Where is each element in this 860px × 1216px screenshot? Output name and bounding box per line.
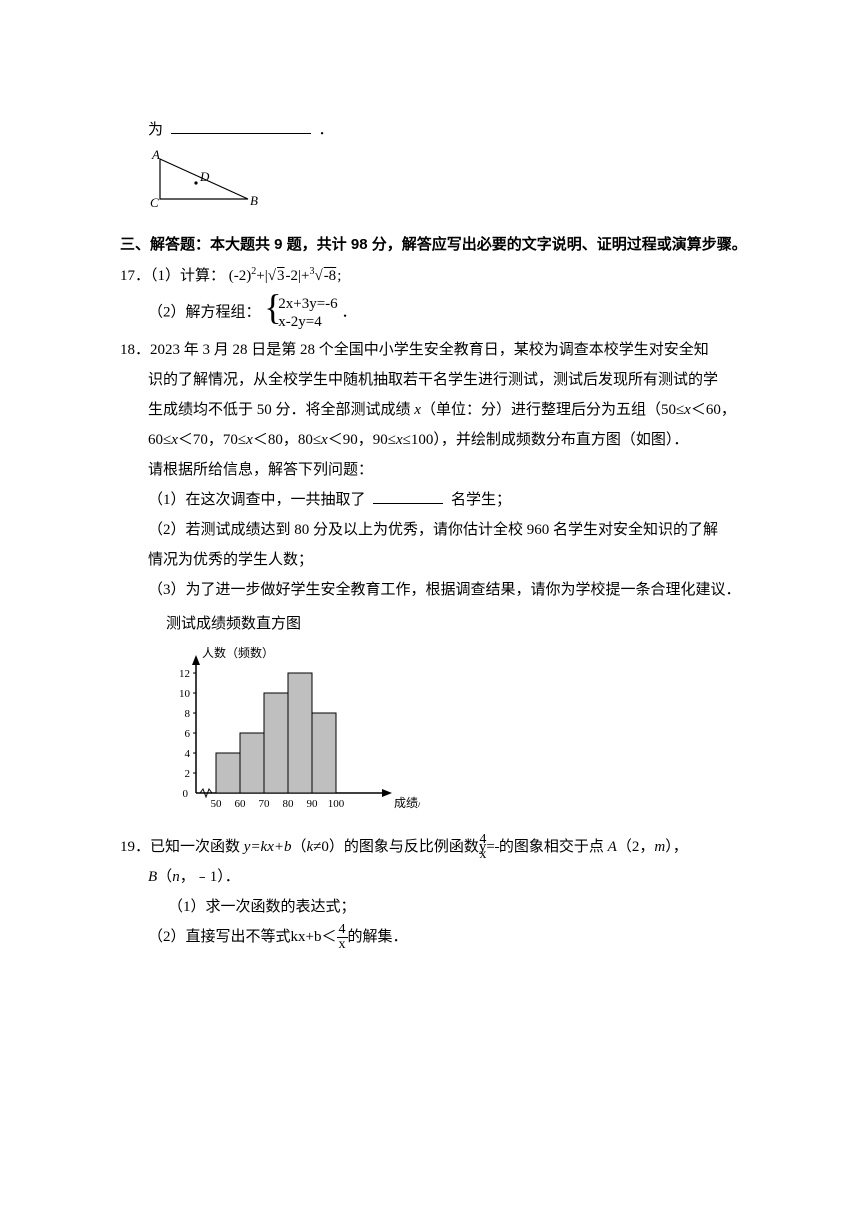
svg-text:A: A [151, 149, 160, 162]
svg-text:50: 50 [211, 798, 223, 810]
svg-text:4: 4 [185, 748, 191, 760]
svg-text:70: 70 [259, 798, 271, 810]
q19: 19．已知一次函数 y=kx+b（k≠0）的图象与反比例函数y=4x的图象相交于… [120, 832, 760, 952]
histogram: 测试成绩频数直方图 人数（频数） 0 2 4 6 8 10 12 50 60 70 80 90 100 成绩… [160, 609, 760, 824]
period: ． [341, 304, 356, 320]
q17: 17．（1）计算： (-2)2+|√3-2|+3√-8; （2）解方程组： 2x… [120, 261, 760, 331]
q18-sub2b: 情况为优秀的学生人数； [120, 545, 760, 575]
q19-p2: B（n，﹣1）． [120, 862, 760, 892]
q19-sub1: （1）求一次函数的表达式； [120, 892, 760, 922]
q18-sub1: （1）在这次调查中，一共抽取了 名学生； [120, 485, 760, 515]
svg-text:12: 12 [179, 668, 190, 680]
triangle-figure: A B C D [148, 149, 760, 222]
svg-text:成绩/分: 成绩/分 [394, 796, 420, 810]
sys-row-1: 2x+3y=-6 [278, 295, 337, 313]
svg-text:60: 60 [235, 798, 247, 810]
fragment-line: 为 ． [120, 115, 760, 145]
q18-p3: 生成绩均不低于 50 分．将全部测试成绩 x（单位：分）进行整理后分为五组（50… [120, 395, 760, 425]
q18-p5: 请根据所给信息，解答下列问题： [120, 455, 760, 485]
fraction: 4x [337, 923, 348, 952]
answer-blank[interactable] [373, 490, 443, 504]
q18-sub2a: （2）若测试成绩达到 80 分及以上为优秀，请你估计全校 960 名学生对安全知… [120, 515, 760, 545]
svg-text:B: B [250, 193, 258, 208]
triangle-svg: A B C D [148, 149, 268, 211]
q19-sub2: （2）直接写出不等式kx+b＜4x的解集． [120, 922, 760, 952]
section-heading: 三、解答题：本大题共 9 题，共计 98 分，解答应写出必要的文字说明、证明过程… [120, 228, 760, 261]
q18-p2: 识的了解情况，从全校学生中随机抽取若干名学生进行测试，测试后发现所有测试的学 [120, 365, 760, 395]
q17-line1: 17．（1）计算： (-2)2+|√3-2|+3√-8; [120, 261, 760, 291]
fragment-prefix: 为 [148, 122, 163, 138]
q18-p4: 60≤x＜70，70≤x＜80，80≤x＜90，90≤x≤100），并绘制成频数… [120, 425, 760, 455]
sys-row-2: x-2y=4 [278, 313, 337, 331]
q18-number: 18． [120, 342, 150, 358]
q19-p1: 19．已知一次函数 y=kx+b（k≠0）的图象与反比例函数y=4x的图象相交于… [120, 832, 760, 862]
q18-sub3: （3）为了进一步做好学生安全教育工作，根据调查结果，请你为学校提一条合理化建议． [120, 575, 760, 605]
q17-part2: （2）解方程组： 2x+3y=-6 x-2y=4 ． [120, 295, 760, 331]
svg-text:2: 2 [185, 768, 191, 780]
fragment-suffix: ． [319, 122, 334, 138]
svg-text:90: 90 [307, 798, 319, 810]
svg-text:D: D [199, 169, 210, 184]
svg-text:10: 10 [179, 688, 191, 700]
svg-text:100: 100 [328, 798, 345, 810]
q17-expression: (-2)2+|√3-2|+3√-8; [229, 268, 342, 284]
svg-text:C: C [150, 195, 159, 210]
answer-blank[interactable] [171, 120, 311, 134]
q18-p1: 18．2023 年 3 月 28 日是第 28 个全国中小学生安全教育日，某校为… [120, 335, 760, 365]
histogram-svg: 人数（频数） 0 2 4 6 8 10 12 50 60 70 80 90 100 成绩/分 [160, 643, 420, 813]
q18: 18．2023 年 3 月 28 日是第 28 个全国中小学生安全教育日，某校为… [120, 335, 760, 824]
q17-part2-label: （2）解方程组： [148, 304, 261, 320]
svg-text:8: 8 [185, 708, 191, 720]
q19-number: 19． [120, 839, 150, 855]
equation-system: 2x+3y=-6 x-2y=4 [264, 295, 337, 331]
histogram-title: 测试成绩频数直方图 [160, 609, 760, 639]
svg-text:6: 6 [185, 728, 191, 740]
svg-text:0: 0 [183, 788, 189, 800]
svg-text:人数（频数）: 人数（频数） [202, 645, 274, 660]
q17-part1-label: （1）计算： [150, 268, 225, 284]
svg-text:80: 80 [283, 798, 295, 810]
q17-number: 17． [120, 268, 150, 284]
